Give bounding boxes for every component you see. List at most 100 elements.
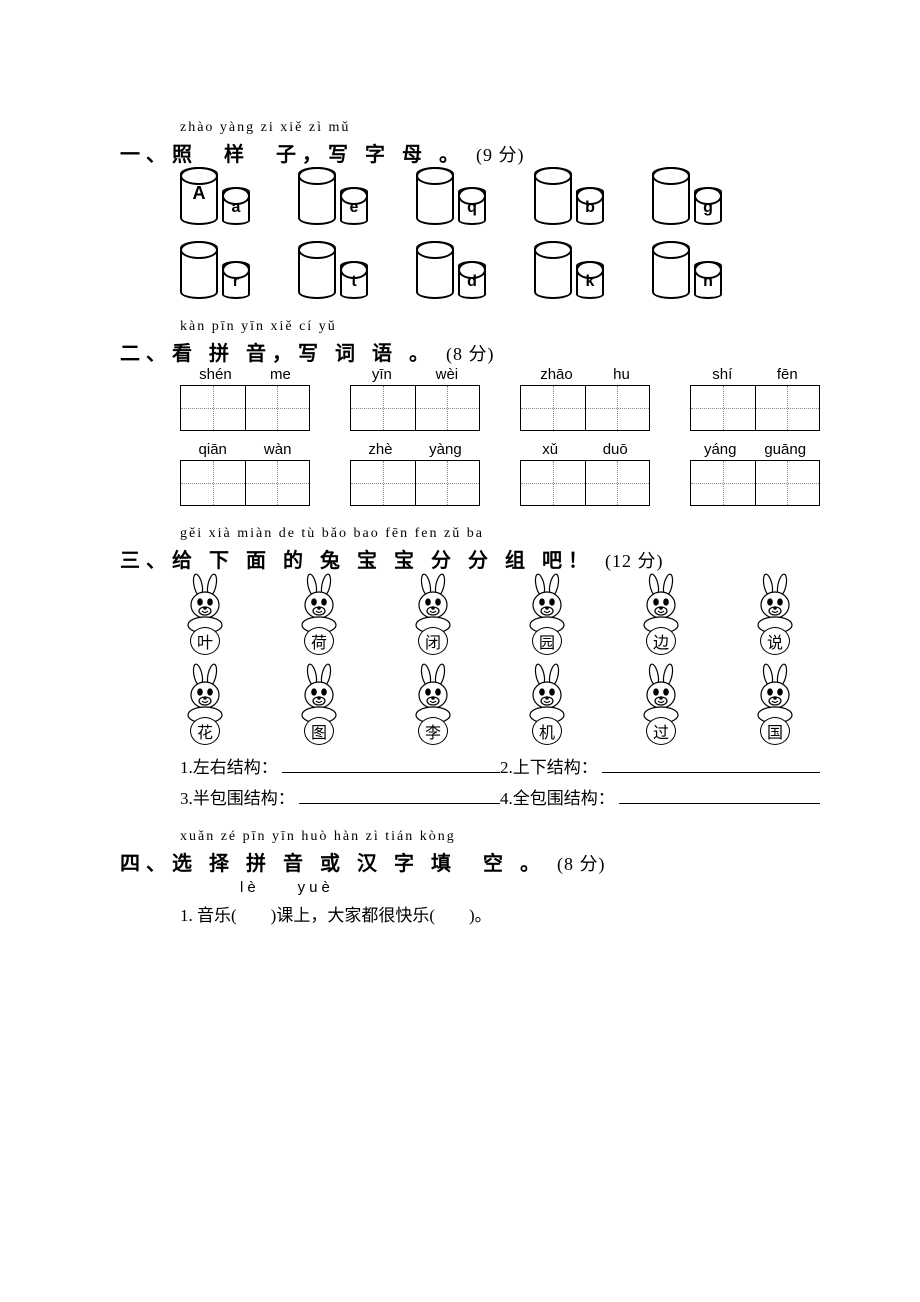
tianzi-cell[interactable] [181,386,246,430]
cylinder-big[interactable] [652,167,690,225]
tianzi-cell[interactable] [521,461,586,505]
struct-1-blank[interactable] [282,755,500,773]
rabbit-character: 叶 [190,627,220,655]
rabbit-item: 图 [284,663,354,745]
cylinder-pair: r [180,241,250,299]
rabbit-character: 机 [532,717,562,745]
tianzi-grid[interactable] [690,460,820,506]
tianzi-cell[interactable] [416,461,480,505]
struct-3-label: 半包围结构： [193,784,295,809]
tianzi-grid[interactable] [520,385,650,431]
cylinder-big[interactable] [534,167,572,225]
cylinder-letter: r [224,273,248,291]
tianzi-grid[interactable] [350,460,480,506]
syllable: duō [603,441,628,458]
tianzi-cell[interactable] [586,386,650,430]
cylinder-big[interactable] [298,167,336,225]
section-2-title-text: 二、看 拼 音，写 词 语 。 [120,343,435,365]
tianzi-grid[interactable] [180,460,310,506]
cylinder-big[interactable] [180,241,218,299]
cylinder-pair: n [652,241,722,299]
tianzi-grid[interactable] [520,460,650,506]
tianzi-cell[interactable] [416,386,480,430]
tianzi-cell[interactable] [691,386,756,430]
section-3-score: (12 分) [605,551,664,571]
cylinder-big[interactable] [652,241,690,299]
rabbit-icon [180,663,230,723]
cylinder-letter: e [342,199,366,217]
tianzi-cell[interactable] [351,461,416,505]
tianzi-grid[interactable] [350,385,480,431]
struct-2-num: 2. [500,758,513,778]
syllable: yīn [372,366,392,383]
tianzi-cell[interactable] [246,386,310,430]
syllable-row: shénme [180,366,310,383]
cylinder-big[interactable] [416,241,454,299]
word-block: yīnwèi [350,366,480,431]
section-3-title-text: 三、给 下 面 的 兔 宝 宝 分 分 组 吧！ [120,550,594,572]
struct-1-num: 1. [180,758,193,778]
word-row-1: shénme yīnwèi zhāohu shífēn [180,366,820,431]
rabbit-item: 荷 [284,573,354,655]
tianzi-cell[interactable] [181,461,246,505]
section-1-score: (9 分) [476,145,525,165]
tianzi-grid[interactable] [690,385,820,431]
section-3: gěi xià miàn de tù bǎo bao fēn fen zǔ ba… [100,526,820,809]
word-block: xǔduō [520,441,650,506]
struct-4-num: 4. [500,789,513,809]
cylinder-pair: Aa [180,167,250,225]
cylinder-small: e [340,187,368,225]
syllable-row: shífēn [690,366,820,383]
cylinder-letter: k [578,273,602,291]
tianzi-cell[interactable] [756,461,820,505]
syllable: yáng [704,441,737,458]
word-block: zhèyàng [350,441,480,506]
rabbit-character: 国 [760,717,790,745]
struct-3: 3. 半包围结构： [180,784,500,809]
struct-4-blank[interactable] [619,786,820,804]
syllable: qiān [199,441,227,458]
rabbit-character: 李 [418,717,448,745]
cylinder-small: d [458,261,486,299]
rabbit-character: 闭 [418,627,448,655]
struct-3-blank[interactable] [299,786,500,804]
syllable-row: xǔduō [520,441,650,458]
struct-1: 1. 左右结构： [180,753,500,778]
rabbit-character: 说 [760,627,790,655]
cylinder-letter: n [696,273,720,291]
tianzi-cell[interactable] [756,386,820,430]
cylinder-small: r [222,261,250,299]
section-2-score: (8 分) [446,344,495,364]
cylinder-letter: d [460,273,484,291]
tianzi-cell[interactable] [691,461,756,505]
cylinder-letter: a [224,199,248,217]
rabbit-icon [408,573,458,633]
section-4-title-text: 四、选 择 拼 音 或 汉 字 填 空 。 [120,853,546,875]
tianzi-cell[interactable] [521,386,586,430]
section-1-title: 一、照 样 子，写 字 母 。 (9 分) [120,138,820,167]
rabbit-character: 荷 [304,627,334,655]
rabbit-character: 园 [532,627,562,655]
rabbit-item: 叶 [170,573,240,655]
syllable-row: zhèyàng [350,441,480,458]
section-4-score: (8 分) [557,854,606,874]
tianzi-cell[interactable] [351,386,416,430]
cylinder-big[interactable] [534,241,572,299]
cylinder-big[interactable] [298,241,336,299]
section-4-item1-text: 1. 音乐( )课上，大家都很快乐( )。 [180,901,820,926]
cylinder-pair: k [534,241,604,299]
struct-2-blank[interactable] [602,755,820,773]
cylinder-big[interactable] [416,167,454,225]
cylinder-small: k [576,261,604,299]
tianzi-grid[interactable] [180,385,310,431]
cylinder-big[interactable]: A [180,167,218,225]
word-block: qiānwàn [180,441,310,506]
cylinder-small: b [576,187,604,225]
rabbit-item: 李 [398,663,468,745]
tianzi-cell[interactable] [246,461,310,505]
word-block: zhāohu [520,366,650,431]
tianzi-cell[interactable] [586,461,650,505]
section-1-pinyin: zhào yàng zi xiě zì mǔ [180,120,820,136]
cylinder-small: g [694,187,722,225]
section-1: zhào yàng zi xiě zì mǔ 一、照 样 子，写 字 母 。 (… [100,120,820,299]
